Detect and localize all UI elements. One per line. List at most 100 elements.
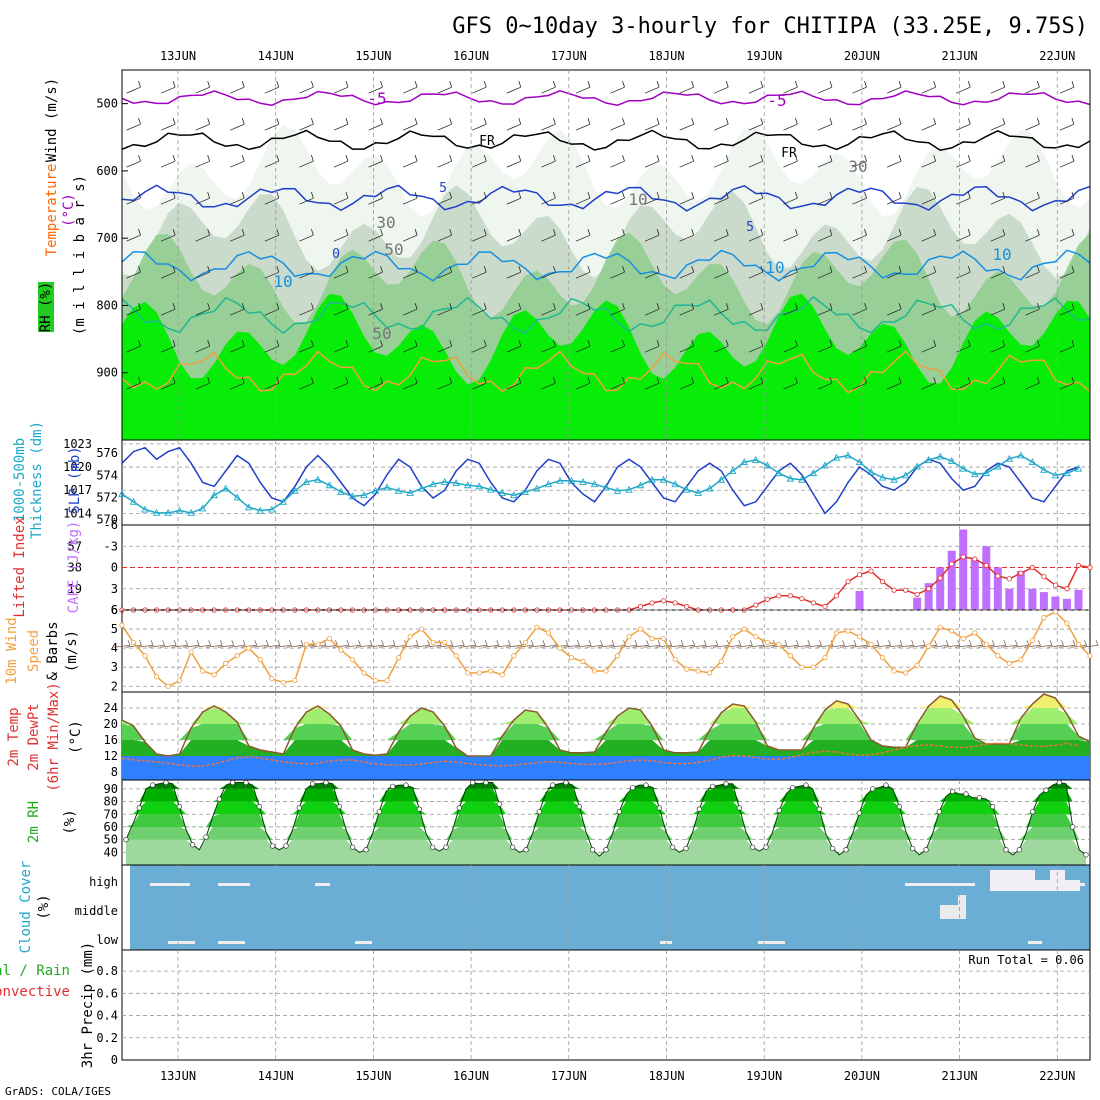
wind-barb — [679, 340, 695, 353]
wind-barb — [390, 640, 408, 648]
wind-barb — [978, 640, 995, 648]
thickness-line-marker — [959, 464, 967, 472]
wind-barb — [644, 229, 660, 242]
contour-label: 30 — [848, 157, 867, 176]
thickness-line-marker — [821, 461, 829, 469]
wind-barb — [1059, 340, 1075, 353]
wind-barb — [852, 303, 867, 316]
wind-barb — [862, 640, 880, 648]
thickness-line-marker — [625, 485, 633, 493]
temp-band — [122, 708, 1090, 724]
wind-speed-line-marker — [372, 677, 379, 684]
wind-barb — [472, 192, 487, 205]
wind-barb — [921, 155, 937, 168]
bottom-date-label: 17JUN — [551, 1069, 587, 1083]
rh-marker — [656, 805, 662, 811]
axis-label: 2m DewPt — [26, 703, 42, 770]
cape-bar — [1074, 589, 1083, 610]
wind-speed-line-marker — [845, 628, 851, 634]
wind-speed-line-marker — [707, 670, 713, 676]
cape-bar — [1039, 592, 1048, 610]
rh-marker — [1056, 779, 1062, 786]
wind-barb — [333, 340, 349, 353]
thickness-line-marker — [763, 461, 772, 469]
rh-marker — [376, 809, 382, 815]
wind-barb — [333, 377, 349, 390]
bottom-date-label: 13JUN — [160, 1069, 196, 1083]
wind-barb — [1025, 340, 1040, 353]
lifted-index-line-marker — [856, 571, 863, 578]
cloud-cover-panel: high middle low Cloud Cover (%) — [18, 861, 1091, 953]
wind-speed-line-marker — [568, 655, 575, 661]
temperature-contour — [121, 129, 1091, 151]
wind-barb — [921, 81, 937, 94]
thickness-line-marker — [752, 455, 760, 463]
axis-label-part: 3hr Precip (mm) — [80, 942, 96, 1068]
wind-barb — [506, 155, 522, 168]
axis-label-part: Temperature — [44, 164, 60, 257]
wind-barb — [160, 266, 176, 279]
wind-barb — [264, 340, 280, 353]
thickness-line-marker — [371, 486, 380, 494]
wind-barb — [783, 192, 798, 205]
lifted-index-line-marker — [914, 591, 920, 598]
wind-barb — [148, 640, 166, 648]
cloud-bar — [150, 883, 190, 886]
wind-barb — [748, 266, 764, 279]
wind-barb — [610, 266, 625, 279]
wind-barb — [402, 377, 418, 390]
wind-barb — [230, 118, 245, 131]
wind-barb — [817, 266, 833, 279]
axis-label: 10m Wind — [4, 617, 20, 684]
rh-marker — [123, 836, 129, 843]
y-tick-label: 4 — [111, 641, 118, 655]
wind-barb — [747, 640, 765, 648]
rh-marker — [310, 781, 316, 787]
thickness-line-marker — [878, 473, 887, 481]
wind-barb — [783, 229, 798, 242]
y-tick-label: 8 — [111, 765, 118, 779]
rh-marker — [243, 779, 249, 786]
wind-barb — [610, 303, 625, 316]
wind-barb — [956, 81, 971, 94]
wind-barb — [437, 303, 453, 316]
wind-speed-line-marker — [338, 647, 344, 653]
wind-barb — [437, 266, 453, 279]
wind-barb — [252, 640, 269, 648]
wind-speed-line-marker — [787, 653, 793, 659]
y-tick-label-right: 1023 — [63, 437, 92, 451]
lifted-index-line-marker — [937, 575, 943, 581]
wind-barb — [828, 640, 846, 648]
thickness-line-marker — [302, 478, 311, 485]
y-tick-label: 0.6 — [96, 986, 118, 1000]
temperature-contour — [121, 90, 1091, 107]
wind-speed-line — [121, 610, 1091, 688]
thickness-line-marker — [798, 475, 806, 483]
wind-barb — [886, 81, 902, 94]
wind-barb — [136, 640, 154, 648]
cape-bar — [855, 590, 864, 610]
wind-barb — [1059, 155, 1075, 168]
wind-barb — [160, 81, 176, 94]
thickness-line-marker — [1040, 465, 1048, 473]
wind-barb — [126, 340, 141, 353]
cloud-bar — [905, 883, 975, 886]
wind-speed-line-marker — [407, 634, 413, 640]
thickness-line-marker — [556, 476, 564, 484]
thickness-line-marker — [440, 478, 449, 485]
wind-barb — [852, 266, 867, 279]
rh-marker — [776, 807, 782, 814]
rh-marker — [976, 795, 982, 801]
cape-bar — [993, 567, 1002, 610]
thickness-line-marker — [901, 471, 910, 479]
wind-barb — [990, 229, 1006, 242]
wind-barb — [472, 303, 487, 316]
temperature-contour — [121, 184, 1091, 212]
lifted-index-line-marker — [1006, 576, 1012, 582]
rh-marker — [603, 847, 609, 853]
wind-barb — [990, 340, 1006, 353]
wind-speed-line-marker — [672, 656, 678, 663]
thickness-line-marker — [832, 453, 841, 461]
wind-barb — [355, 640, 373, 648]
cloud-bar — [218, 883, 250, 886]
